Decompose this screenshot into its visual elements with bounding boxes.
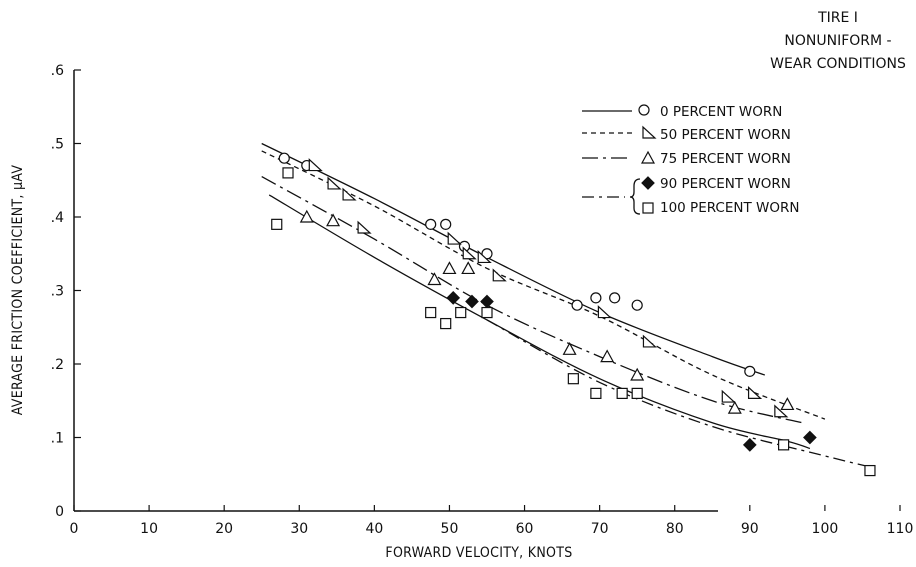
- x-tick-label: 50: [441, 521, 459, 537]
- x-tick-label: 90: [741, 521, 759, 537]
- data-point-series-2: [442, 261, 457, 275]
- data-point-series-2: [427, 272, 442, 286]
- legend-label-90: 90 PERCENT WORN: [660, 176, 791, 192]
- legend-label-0: 0 PERCENT WORN: [660, 104, 782, 120]
- data-point-series-1: [597, 305, 612, 319]
- y-tick-label: 0: [55, 504, 64, 520]
- data-point-series-2: [780, 397, 795, 411]
- data-point-series-4: [567, 373, 579, 385]
- y-tick-label: .2: [51, 357, 64, 373]
- data-point-series-1: [357, 220, 372, 234]
- fit-curve-1: [261, 150, 826, 420]
- data-point-series-3: [446, 291, 461, 305]
- data-point-series-1: [462, 246, 477, 260]
- legend-label-50: 50 PERCENT WORN: [660, 127, 791, 143]
- y-axis-title: AVERAGE FRICTION COEFFICIENT, μAV: [10, 165, 26, 416]
- data-point-series-4: [425, 306, 437, 319]
- data-point-series-0: [609, 292, 621, 304]
- legend-marker-4: [642, 202, 654, 214]
- data-point-series-0: [440, 218, 452, 230]
- x-tick-label: 100: [812, 521, 839, 537]
- fit-curves: [261, 142, 871, 468]
- data-point-series-4: [440, 317, 452, 330]
- y-ticks: 0 .1 .2 .3 .4 .5 .6: [51, 63, 81, 520]
- legend-label-100: 100 PERCENT WORN: [660, 200, 799, 216]
- y-tick-label: .4: [51, 210, 64, 226]
- data-points: [271, 152, 876, 477]
- data-point-series-3: [742, 438, 757, 452]
- x-axis-title: FORWARD VELOCITY, KNOTS: [385, 545, 572, 561]
- legend-label-75: 75 PERCENT WORN: [660, 151, 791, 167]
- data-point-series-1: [477, 250, 492, 264]
- chart-title: TIRE I NONUNIFORM - WEAR CONDITIONS: [770, 10, 906, 72]
- x-tick-label: 110: [887, 521, 914, 537]
- fit-curve-4: [486, 319, 871, 468]
- title-line-3: WEAR CONDITIONS: [770, 56, 906, 72]
- data-point-series-1: [447, 231, 462, 245]
- axes: [73, 70, 718, 512]
- fit-curve-3: [268, 194, 811, 450]
- y-tick-label: .6: [51, 63, 64, 79]
- data-point-series-1: [747, 386, 763, 399]
- x-tick-label: 80: [666, 521, 684, 537]
- data-point-series-2: [299, 209, 314, 223]
- title-line-1: TIRE I: [817, 10, 858, 26]
- x-tick-label: 60: [516, 521, 534, 537]
- data-point-series-1: [721, 389, 736, 403]
- x-tick-label: 0: [70, 521, 79, 537]
- y-tick-label: .3: [51, 284, 64, 300]
- data-point-series-1: [342, 187, 357, 201]
- data-point-series-2: [727, 400, 742, 414]
- data-point-series-4: [590, 387, 602, 399]
- data-point-series-0: [590, 292, 602, 304]
- data-point-series-4: [282, 167, 294, 179]
- data-point-series-2: [630, 367, 645, 381]
- data-point-series-0: [278, 152, 290, 164]
- legend-brace-icon: [629, 178, 641, 215]
- data-point-series-1: [327, 176, 342, 190]
- data-point-series-1: [492, 268, 507, 282]
- legend-marker-1: [642, 125, 657, 139]
- data-point-series-0: [744, 365, 756, 377]
- data-point-series-4: [271, 218, 283, 230]
- data-point-series-4: [455, 306, 467, 319]
- y-tick-label: .5: [51, 137, 64, 153]
- legend-markers: [638, 104, 657, 214]
- title-line-2: NONUNIFORM -: [784, 33, 891, 49]
- fit-curve-0: [261, 142, 766, 376]
- data-point-series-2: [600, 349, 615, 363]
- legend: 0 PERCENT WORN 50 PERCENT WORN 75 PERCEN…: [582, 104, 799, 216]
- data-point-series-1: [308, 158, 323, 172]
- data-point-series-3: [480, 294, 494, 309]
- data-point-series-3: [803, 430, 817, 445]
- x-tick-label: 30: [290, 521, 308, 537]
- x-tick-label: 20: [215, 521, 233, 537]
- data-point-series-4: [778, 439, 790, 451]
- data-point-series-2: [562, 342, 577, 355]
- data-point-series-0: [425, 218, 437, 230]
- data-point-series-1: [642, 334, 657, 348]
- data-point-series-4: [616, 387, 628, 399]
- data-point-series-0: [631, 299, 643, 311]
- x-ticks: 0 10 20 30 40 50 60 70 80 90 100 110: [70, 505, 914, 537]
- data-point-series-1: [774, 404, 789, 418]
- data-point-series-4: [481, 306, 493, 319]
- x-tick-label: 40: [365, 521, 383, 537]
- data-point-series-2: [326, 213, 341, 227]
- data-point-series-2: [461, 261, 476, 275]
- data-point-series-3: [465, 294, 479, 309]
- data-point-series-4: [631, 387, 643, 399]
- x-tick-label: 70: [591, 521, 609, 537]
- legend-marker-0: [638, 104, 650, 116]
- data-point-series-0: [571, 299, 583, 311]
- data-point-series-4: [864, 464, 876, 477]
- x-tick-label: 10: [140, 521, 158, 537]
- legend-marker-2: [640, 150, 656, 164]
- y-tick-label: .1: [51, 431, 64, 447]
- legend-marker-3: [641, 176, 655, 190]
